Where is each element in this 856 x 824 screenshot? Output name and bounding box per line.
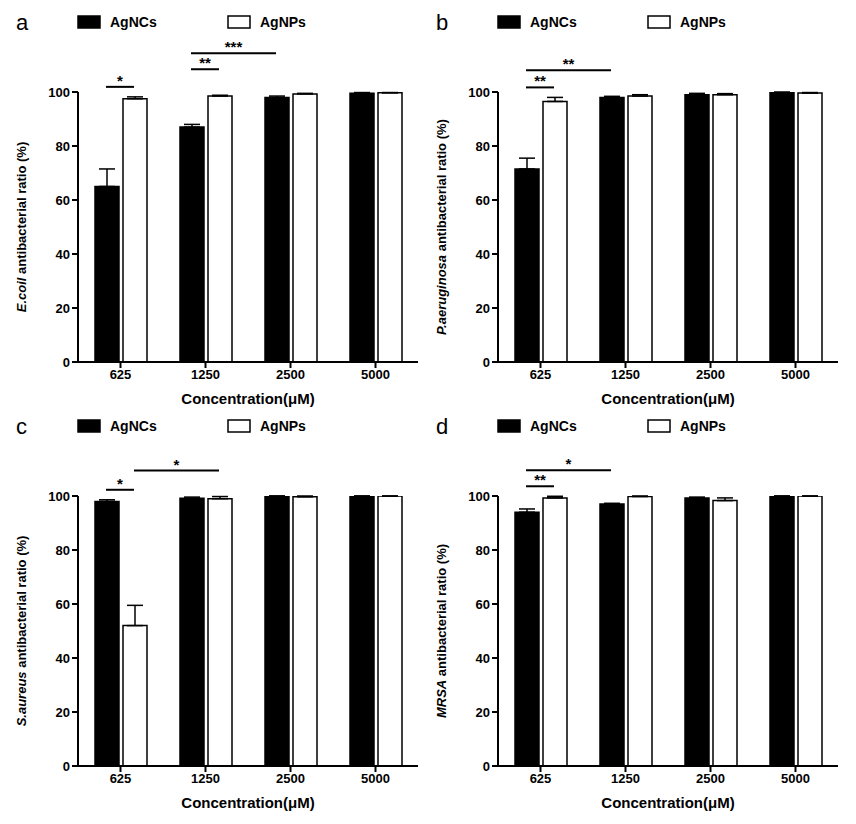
svg-text:20: 20 [476, 301, 490, 316]
svg-text:MRSA antibacterial ratio (%): MRSA antibacterial ratio (%) [434, 544, 449, 718]
svg-text:625: 625 [530, 367, 552, 382]
svg-text:1250: 1250 [191, 367, 220, 382]
svg-text:2500: 2500 [276, 367, 305, 382]
svg-text:c: c [16, 414, 27, 439]
svg-text:625: 625 [110, 771, 132, 786]
svg-text:1250: 1250 [611, 367, 640, 382]
svg-text:80: 80 [476, 543, 490, 558]
svg-text:80: 80 [476, 139, 490, 154]
svg-text:100: 100 [468, 85, 490, 100]
svg-text:a: a [16, 10, 29, 35]
svg-text:20: 20 [476, 705, 490, 720]
svg-text:100: 100 [48, 85, 70, 100]
svg-text:Concentration(μM): Concentration(μM) [181, 794, 314, 811]
svg-text:*: * [117, 475, 123, 492]
svg-text:AgNPs: AgNPs [260, 418, 306, 434]
svg-text:P.aeruginosa antibacterial rat: P.aeruginosa antibacterial ratio (%) [434, 119, 449, 335]
svg-text:1250: 1250 [191, 771, 220, 786]
svg-text:20: 20 [56, 705, 70, 720]
svg-text:***: *** [225, 38, 243, 55]
svg-text:**: ** [199, 54, 211, 71]
svg-text:60: 60 [476, 597, 490, 612]
svg-text:**: ** [534, 471, 546, 488]
svg-text:40: 40 [476, 651, 490, 666]
svg-text:20: 20 [56, 301, 70, 316]
svg-text:2500: 2500 [696, 367, 725, 382]
svg-text:AgNPs: AgNPs [260, 14, 306, 30]
svg-text:625: 625 [110, 367, 132, 382]
svg-text:**: ** [563, 55, 575, 72]
svg-text:40: 40 [56, 247, 70, 262]
svg-text:5000: 5000 [781, 771, 810, 786]
svg-text:60: 60 [56, 193, 70, 208]
svg-text:5000: 5000 [361, 367, 390, 382]
svg-text:60: 60 [56, 597, 70, 612]
svg-text:0: 0 [483, 759, 490, 774]
svg-text:80: 80 [56, 139, 70, 154]
svg-text:AgNCs: AgNCs [110, 418, 157, 434]
svg-text:Concentration(μM): Concentration(μM) [181, 390, 314, 407]
svg-text:AgNPs: AgNPs [680, 418, 726, 434]
svg-text:5000: 5000 [361, 771, 390, 786]
svg-text:d: d [436, 414, 448, 439]
svg-text:Concentration(μM): Concentration(μM) [601, 794, 734, 811]
svg-text:AgNPs: AgNPs [680, 14, 726, 30]
svg-text:E.coil antibacterial ratio (%): E.coil antibacterial ratio (%) [14, 142, 29, 313]
svg-text:0: 0 [63, 355, 70, 370]
svg-text:Concentration(μM): Concentration(μM) [601, 390, 734, 407]
svg-text:1250: 1250 [611, 771, 640, 786]
svg-text:0: 0 [483, 355, 490, 370]
svg-text:S.aureus antibacterial ratio (: S.aureus antibacterial ratio (%) [14, 536, 29, 727]
svg-text:40: 40 [476, 247, 490, 262]
svg-text:2500: 2500 [696, 771, 725, 786]
svg-text:100: 100 [48, 489, 70, 504]
svg-text:80: 80 [56, 543, 70, 558]
svg-text:AgNCs: AgNCs [530, 14, 577, 30]
svg-text:100: 100 [468, 489, 490, 504]
svg-text:40: 40 [56, 651, 70, 666]
svg-text:*: * [566, 455, 572, 472]
svg-text:AgNCs: AgNCs [110, 14, 157, 30]
svg-text:60: 60 [476, 193, 490, 208]
svg-text:5000: 5000 [781, 367, 810, 382]
svg-text:**: ** [534, 72, 546, 89]
svg-text:2500: 2500 [276, 771, 305, 786]
svg-text:*: * [174, 456, 180, 473]
svg-text:b: b [436, 10, 448, 35]
svg-text:*: * [117, 72, 123, 89]
svg-text:625: 625 [530, 771, 552, 786]
svg-text:0: 0 [63, 759, 70, 774]
svg-text:AgNCs: AgNCs [530, 418, 577, 434]
